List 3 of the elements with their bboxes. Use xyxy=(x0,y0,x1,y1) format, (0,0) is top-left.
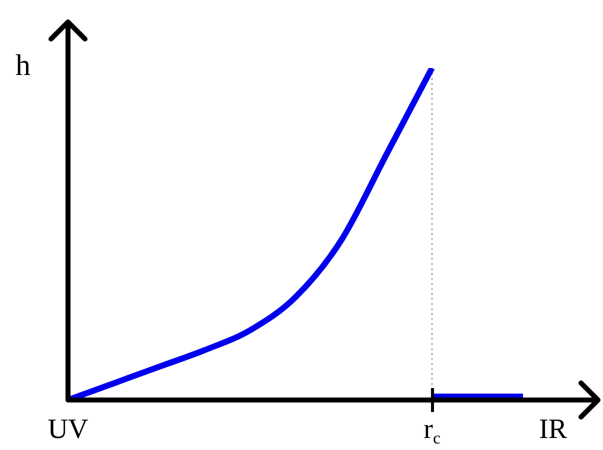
y-axis-title: h xyxy=(16,49,30,82)
x-axis-title: IR xyxy=(539,414,568,445)
x-tick-label: UV xyxy=(48,414,88,445)
